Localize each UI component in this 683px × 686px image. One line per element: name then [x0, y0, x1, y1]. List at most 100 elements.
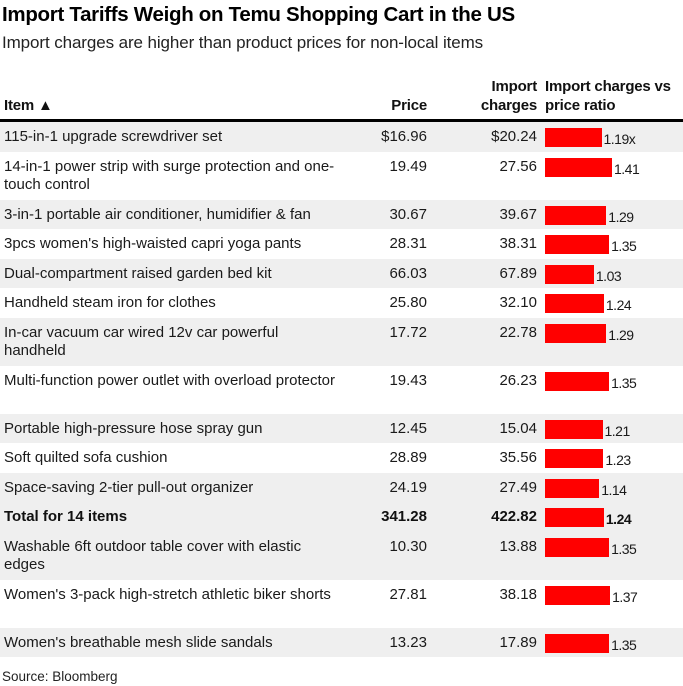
table-row: Soft quilted sofa cushion 28.89 35.56 1.23	[0, 443, 683, 473]
item-name: 3-in-1 portable air conditioner, humidif…	[4, 205, 311, 223]
ratio-bar	[545, 419, 603, 439]
item-name: Soft quilted sofa cushion	[4, 449, 168, 466]
item-name: Women's breathable mesh slide sandals	[4, 633, 273, 651]
column-header-ratio-line1: Import charges vs	[545, 78, 671, 95]
ratio-bar	[545, 294, 604, 313]
price-value: 27.81	[389, 585, 427, 603]
item-name: Washable 6ft outdoor table cover with el…	[4, 537, 302, 573]
import-charges-value: 39.67	[499, 205, 537, 223]
ratio-label: 1.19x	[603, 131, 636, 147]
item-name: 14-in-1 power strip with surge protectio…	[4, 157, 335, 193]
column-header-ratio[interactable]: Import charges vs price ratio	[545, 77, 683, 115]
ratio-bar	[545, 235, 610, 254]
import-charges-value: 38.31	[499, 235, 537, 252]
table-row: 3pcs women's high-waisted capri yoga pan…	[0, 229, 683, 259]
ratio-label: 1.35	[611, 374, 637, 391]
ratio-label: 1.24	[605, 511, 632, 527]
price-value: $16.96	[381, 128, 427, 145]
ratio-bar	[545, 323, 607, 343]
ratio-bar	[545, 508, 604, 527]
table-row: 3-in-1 portable air conditioner, humidif…	[0, 199, 683, 229]
item-name: Women's 3-pack high-stretch athletic bik…	[4, 585, 331, 603]
source-note: Source: Bloomberg	[2, 669, 118, 684]
table-row-total: Total for 14 items 341.28 422.82 1.24	[0, 502, 683, 532]
ratio-label: 1.23	[605, 452, 631, 468]
price-value: 341.28	[381, 508, 427, 525]
ratio-label: 1.29	[608, 326, 634, 343]
price-value: 12.45	[389, 419, 427, 437]
column-header-item[interactable]: Item ▲	[4, 97, 53, 114]
ratio-label: 1.14	[601, 481, 627, 498]
table-row: 14-in-1 power strip with surge protectio…	[0, 152, 683, 200]
price-value: 19.49	[389, 157, 427, 175]
ratio-label: 1.35	[611, 238, 637, 254]
ratio-bar	[545, 264, 594, 284]
price-value: 66.03	[389, 264, 427, 282]
table-body: 115-in-1 upgrade screwdriver set $16.96 $2…	[0, 122, 683, 657]
ratio-bar	[545, 633, 610, 653]
chart-subtitle: Import charges are higher than product p…	[2, 33, 484, 52]
import-charges-value: 27.56	[499, 157, 537, 175]
ratio-label: 1.41	[614, 160, 640, 177]
price-value: 19.43	[389, 371, 427, 389]
item-name: 3pcs women's high-waisted capri yoga pan…	[4, 235, 302, 252]
import-charges-value: 35.56	[499, 449, 537, 466]
item-name: Space-saving 2-tier pull-out organizer	[4, 478, 254, 496]
table-row: Space-saving 2-tier pull-out organizer 24…	[0, 472, 683, 502]
price-value: 28.89	[389, 449, 427, 466]
item-name: In-car vacuum car wired 12v car powerful…	[4, 323, 279, 359]
ratio-bar	[545, 128, 602, 147]
import-charges-value: 38.18	[499, 585, 537, 603]
column-header-price[interactable]: Price	[391, 97, 427, 114]
table-row: 115-in-1 upgrade screwdriver set $16.96 $2…	[0, 122, 683, 152]
price-value: 30.67	[389, 205, 427, 223]
price-value: 25.80	[389, 294, 427, 311]
import-charges-value: 27.49	[499, 478, 537, 496]
price-value: 28.31	[389, 235, 427, 252]
import-charges-value: 26.23	[499, 371, 537, 389]
header-rule	[0, 119, 683, 122]
column-header-import-line1: Import	[491, 78, 538, 95]
ratio-label: 1.35	[611, 540, 637, 557]
import-charges-value: 17.89	[499, 633, 537, 651]
ratio-bar	[545, 205, 607, 225]
price-value: 13.23	[389, 633, 427, 651]
ratio-bar	[545, 449, 604, 468]
table-row: Portable high-pressure hose spray gun 12.…	[0, 413, 683, 443]
item-name: 115-in-1 upgrade screwdriver set	[4, 128, 223, 145]
column-header-import-line2: charges	[480, 97, 537, 114]
price-value: 17.72	[389, 323, 427, 341]
table-row: In-car vacuum car wired 12v car powerful…	[0, 317, 683, 366]
import-charges-value: 67.89	[499, 264, 537, 282]
import-charges-value: 13.88	[499, 537, 537, 555]
ratio-label: 1.29	[608, 208, 634, 225]
ratio-bar	[545, 478, 600, 498]
column-header-ratio-line2: price ratio	[545, 97, 616, 114]
import-charges-value: 15.04	[499, 419, 537, 437]
table-row: Women's breathable mesh slide sandals 13.…	[0, 627, 683, 657]
column-header-import-charges[interactable]: Import charges	[455, 77, 537, 115]
ratio-bar	[545, 157, 612, 177]
import-charges-value: $20.24	[491, 128, 537, 145]
ratio-label: 1.03	[595, 267, 622, 284]
price-value: 24.19	[389, 478, 427, 496]
table-row: Washable 6ft outdoor table cover with el…	[0, 531, 683, 580]
ratio-label: 1.37	[612, 588, 638, 605]
import-charges-value: 22.78	[499, 323, 537, 341]
table-row: Multi-function power outlet with overloa…	[0, 366, 683, 414]
item-name: Multi-function power outlet with overloa…	[4, 371, 335, 389]
ratio-bar	[545, 537, 610, 557]
ratio-label: 1.21	[604, 422, 631, 439]
price-value: 10.30	[389, 537, 427, 555]
table-row: Women's 3-pack high-stretch athletic bik…	[0, 580, 683, 628]
ratio-bar	[545, 371, 610, 391]
item-name: Dual-compartment raised garden bed kit	[4, 264, 272, 282]
item-name: Portable high-pressure hose spray gun	[4, 419, 263, 437]
ratio-label: 1.24	[605, 297, 632, 313]
ratio-bar	[545, 585, 611, 605]
item-name: Total for 14 items	[4, 508, 128, 525]
table-row: Dual-compartment raised garden bed kit 66…	[0, 258, 683, 288]
import-charges-value: 422.82	[491, 508, 537, 525]
ratio-label: 1.35	[611, 636, 637, 653]
table-row: Handheld steam iron for clothes 25.80 32.1…	[0, 288, 683, 318]
